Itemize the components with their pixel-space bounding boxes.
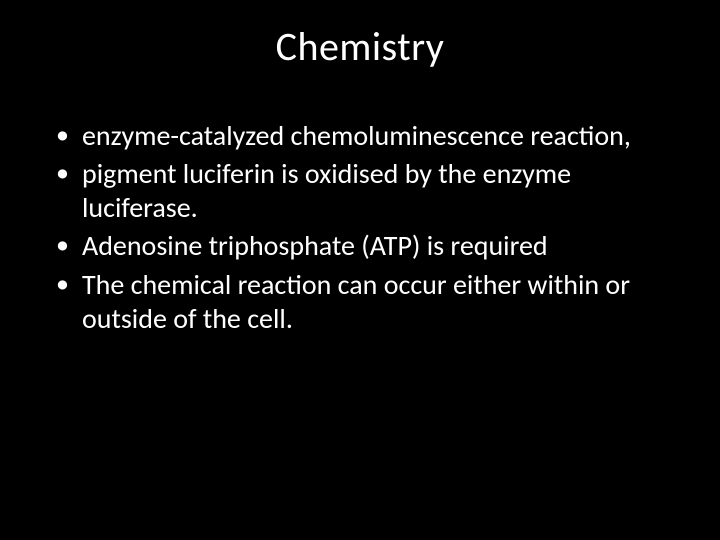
list-item: enzyme-catalyzed chemoluminescence react… <box>50 119 670 153</box>
slide: Chemistry enzyme-catalyzed chemoluminesc… <box>0 0 720 540</box>
slide-body: enzyme-catalyzed chemoluminescence react… <box>0 81 720 336</box>
list-item: The chemical reaction can occur either w… <box>50 268 670 336</box>
bullet-list: enzyme-catalyzed chemoluminescence react… <box>50 119 670 336</box>
list-item: pigment luciferin is oxidised by the enz… <box>50 157 670 225</box>
slide-title: Chemistry <box>0 0 720 81</box>
list-item: Adenosine triphosphate (ATP) is required <box>50 229 670 263</box>
